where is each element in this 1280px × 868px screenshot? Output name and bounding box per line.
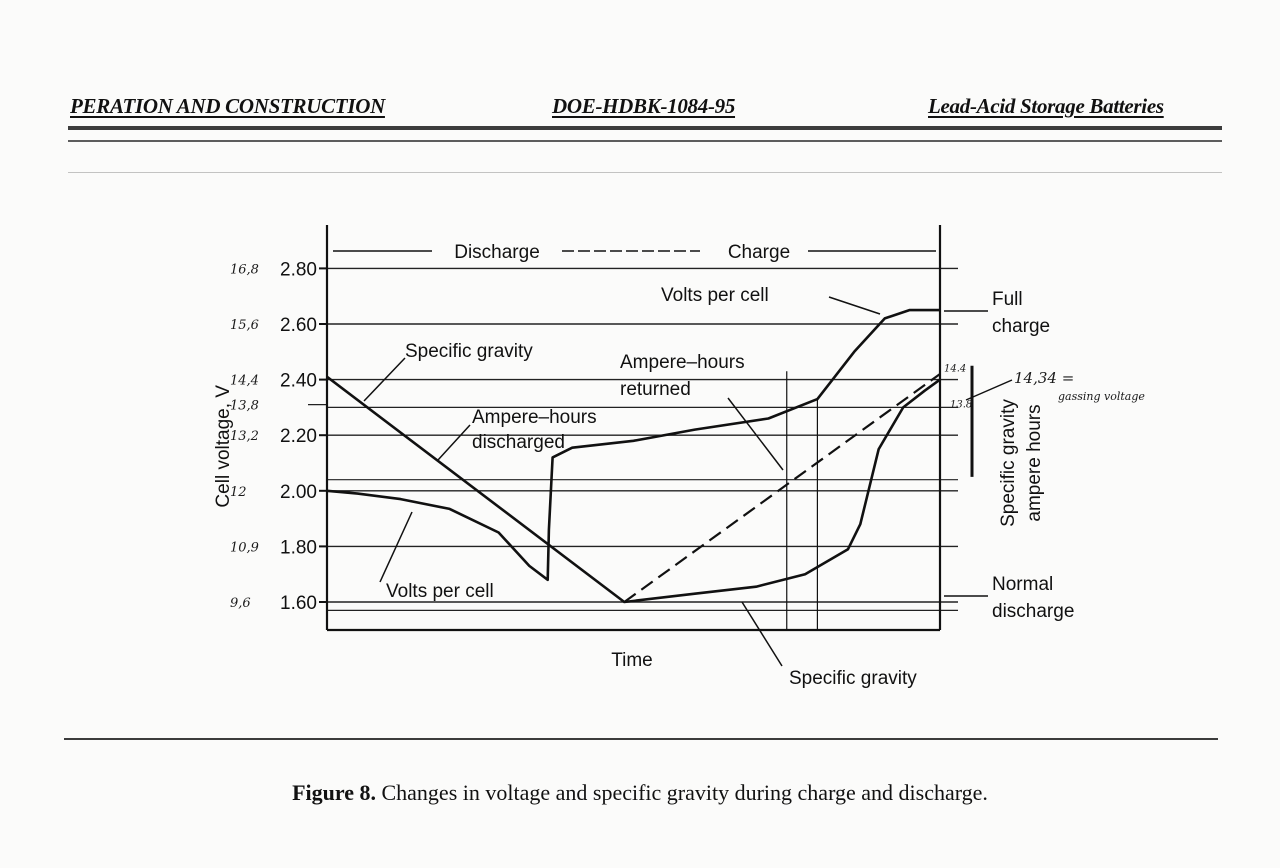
caption-rule (64, 738, 1218, 740)
handwritten-left-6: 10,9 (230, 540, 259, 555)
faint-scan-line (68, 172, 1222, 173)
annotation-0: Volts per cell (661, 285, 769, 306)
figure-caption: Figure 8. Changes in voltage and specifi… (0, 780, 1280, 806)
handwritten-left-0: 16,8 (230, 262, 259, 277)
annotation-3: Specific gravity (405, 341, 533, 362)
annotation-leader-5 (727, 397, 784, 471)
header-rule-secondary (68, 140, 1222, 142)
series-line-volts-per-cell (326, 308, 940, 582)
annotation-leader-7 (437, 424, 471, 461)
handwritten-right-0: 14.4 (944, 363, 966, 374)
phase-markers: Discharge Charge (333, 242, 936, 263)
phase-label-discharge: Discharge (454, 242, 540, 263)
y-tick-label-6: 2.80 (280, 259, 317, 280)
annotation-6: Ampere–hours (472, 407, 597, 428)
handwritten-notes: 16,8 15,6 14,4 13,8 13,2 12 10,9 9,6 14.4 13.8 14,… (230, 262, 1145, 611)
annotation-11: Specific gravity (789, 668, 917, 689)
handwritten-note-leader (965, 379, 1013, 401)
y-tick-label-2: 2.00 (280, 482, 317, 503)
annotation-leader-3 (363, 357, 406, 402)
chart-frame (325, 225, 974, 632)
annotation-8: Volts per cell (386, 581, 494, 602)
header-document-id: DOE-HDBK-1084-95 (552, 94, 736, 118)
y-tick-label-4: 2.40 (280, 371, 317, 392)
handwritten-left-3: 13,8 (230, 399, 259, 414)
handwritten-left-7: 9,6 (230, 596, 251, 611)
y-tick-label-1: 1.80 (280, 537, 317, 558)
y-tick-label-5: 2.60 (280, 315, 317, 336)
header-section-title: PERATION AND CONSTRUCTION (70, 94, 385, 118)
header-topic: Lead-Acid Storage Batteries (928, 94, 1164, 118)
chart-series (326, 308, 941, 604)
annotation-2: charge (992, 316, 1050, 337)
y-axis-ticks: 1.60 1.80 2.00 2.20 2.40 2.60 2.80 Cell voltage… (213, 259, 1045, 671)
figure-caption-text: Changes in voltage and specific gravity … (381, 780, 988, 805)
annotation-1: Full (992, 289, 1023, 310)
handwritten-note-line-1: 14,34 = (1014, 369, 1074, 387)
annotation-leader-8 (379, 511, 413, 583)
figure-label: Figure 8. (292, 780, 376, 805)
annotation-9: Normal (992, 574, 1053, 595)
handwritten-note-line-2: gassing voltage (1058, 390, 1145, 403)
handwritten-left-5: 12 (230, 485, 247, 500)
annotation-leader-0 (828, 296, 881, 315)
phase-label-charge: Charge (728, 242, 790, 263)
handwritten-right-1: 13.8 (950, 399, 972, 410)
chart-gridlines (308, 267, 958, 611)
right-axis-label-0: Specific gravity (998, 399, 1019, 527)
y-tick-label-0: 1.60 (280, 593, 317, 614)
annotation-7: discharged (472, 432, 565, 453)
x-axis-label: Time (611, 650, 653, 671)
y-axis-label: Cell voltage, V (213, 385, 234, 508)
annotation-5: returned (620, 379, 691, 400)
handwritten-left-2: 14,4 (230, 374, 259, 389)
series-line-specific-gravity (326, 375, 941, 604)
chart-annotations: Volts per cell Full charge Specific gravity… (363, 285, 1074, 689)
handwritten-left-4: 13,2 (230, 429, 259, 444)
series-line-ampere-hours (623, 373, 941, 603)
annotation-leader-11 (741, 601, 783, 667)
header-rule (68, 126, 1222, 130)
handwritten-left-1: 15,6 (230, 318, 259, 333)
annotation-10: discharge (992, 601, 1074, 622)
annotation-4: Ampere–hours (620, 352, 745, 373)
y-tick-label-3: 2.20 (280, 426, 317, 447)
right-axis-label-1: ampere hours (1024, 404, 1045, 521)
